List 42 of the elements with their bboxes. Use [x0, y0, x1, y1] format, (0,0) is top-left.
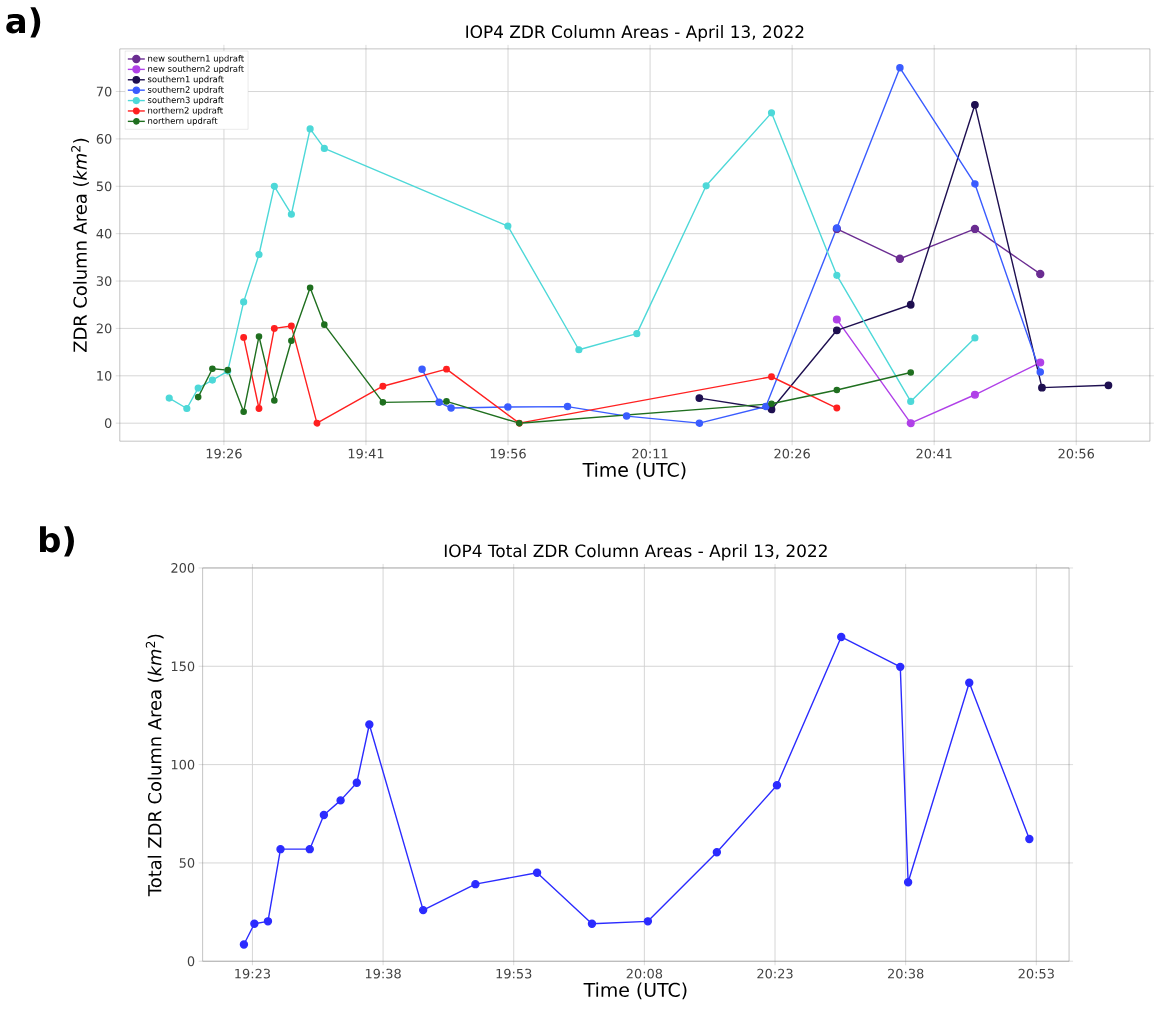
- y-axis-title: Total ZDR Column Area (km$^{2}$): [145, 634, 164, 897]
- x-tick-label: 20:11: [632, 448, 668, 459]
- x-tick-label: 19:53: [496, 968, 532, 979]
- y-tick-label: 40: [96, 228, 112, 239]
- x-tick-label: 19:56: [490, 448, 526, 459]
- y-tick-label: 100: [171, 759, 195, 770]
- y-tick-label: 150: [171, 661, 195, 672]
- chart-title: IOP4 Total ZDR Column Areas - April 13, 2022: [444, 544, 827, 561]
- y-tick-label: 30: [96, 276, 112, 286]
- chart-title: IOP4 ZDR Column Areas - April 13, 2022: [466, 24, 804, 42]
- y-tick-label: 0: [104, 418, 112, 428]
- x-axis-title: Time (UTC): [583, 982, 687, 1000]
- legend-label: northern updraft: [148, 117, 218, 126]
- x-tick-label: 20:56: [1058, 448, 1095, 459]
- x-tick-label: 20:38: [887, 968, 924, 979]
- x-tick-label: 20:41: [916, 448, 952, 459]
- x-tick-label: 20:23: [757, 968, 793, 979]
- y-tick-label: 10: [97, 370, 112, 381]
- x-tick-label: 19:38: [365, 968, 401, 979]
- x-tick-label: 20:26: [774, 448, 810, 459]
- x-tick-label: 19:23: [235, 968, 271, 979]
- x-axis-title: Time (UTC): [582, 462, 686, 480]
- legend-label: northern2 updraft: [148, 106, 223, 116]
- y-tick-label: 0: [187, 956, 195, 967]
- legend-label: southern2 updraft: [147, 86, 224, 95]
- x-tick-label: 20:53: [1018, 968, 1054, 979]
- y-tick-label: 50: [96, 181, 112, 192]
- y-axis-title: ZDR Column Area (km$^{2}$): [71, 138, 89, 352]
- legend-label: southern3 updraft: [147, 96, 224, 105]
- y-tick-label: 70: [96, 86, 112, 97]
- legend-label: southern1 updraft: [147, 75, 224, 84]
- x-tick-label: 19:26: [206, 448, 242, 459]
- text: a): [6, 7, 41, 38]
- y-tick-label: 50: [179, 857, 195, 868]
- y-tick-label: 200: [171, 562, 195, 573]
- text: b): [40, 526, 74, 557]
- legend-label: new southern2 updraft: [148, 65, 244, 74]
- y-tick-label: 60: [96, 133, 112, 144]
- legend-label: new southern1 updraft: [148, 54, 244, 64]
- x-tick-label: 20:08: [626, 968, 663, 979]
- x-tick-label: 19:41: [348, 448, 384, 459]
- y-tick-label: 20: [96, 323, 112, 334]
